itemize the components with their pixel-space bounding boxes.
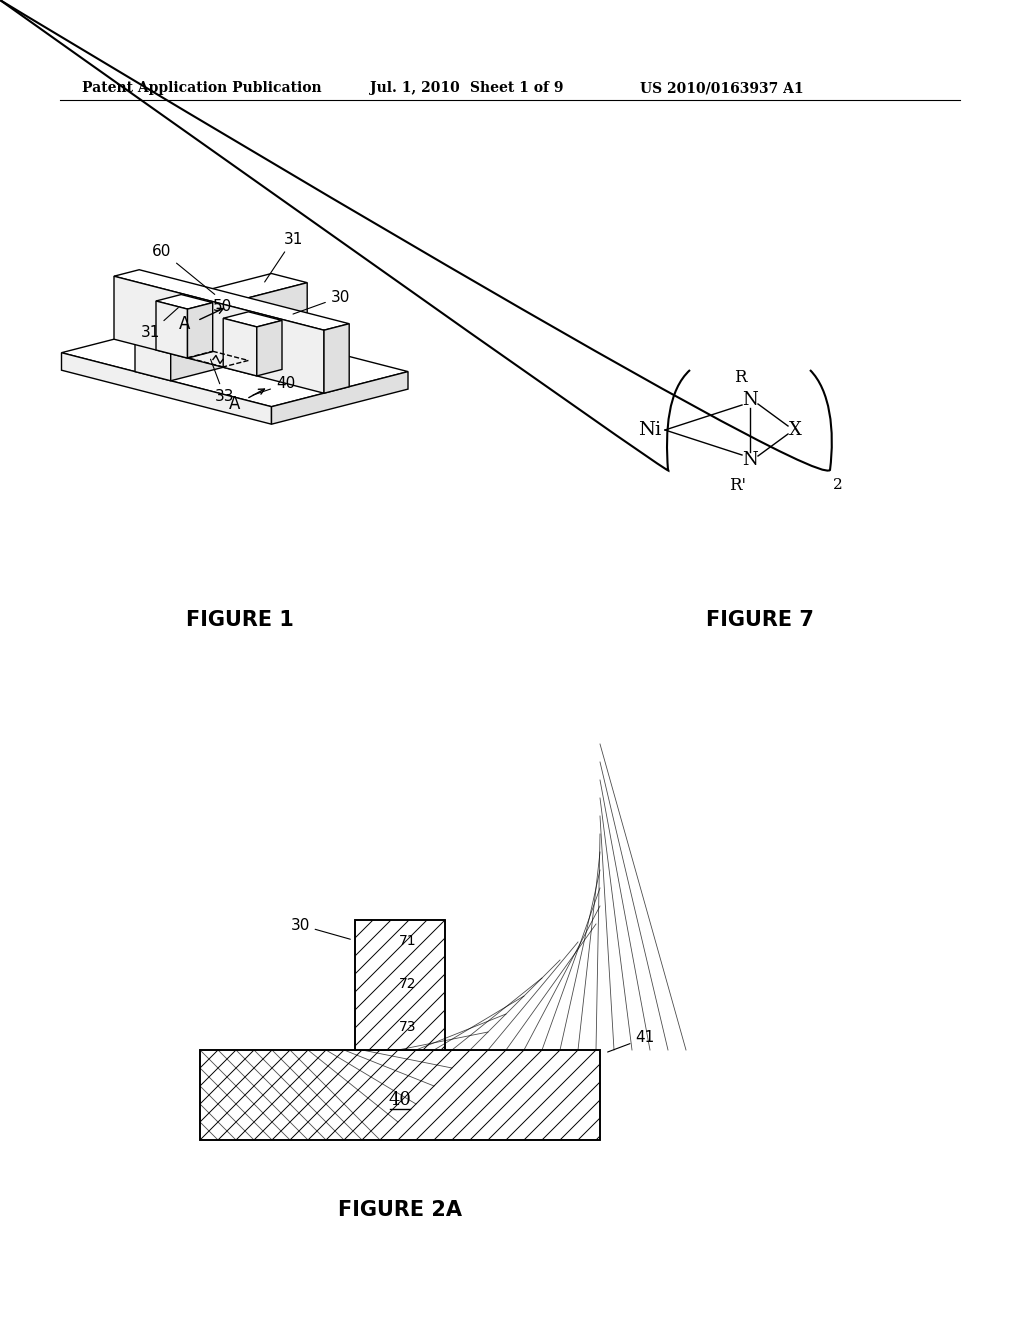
Text: 60: 60 <box>153 244 215 294</box>
Polygon shape <box>135 309 171 380</box>
Polygon shape <box>257 321 282 376</box>
Text: R: R <box>734 370 746 387</box>
Text: 40: 40 <box>253 376 295 395</box>
Text: FIGURE 2A: FIGURE 2A <box>338 1200 462 1220</box>
Text: 31: 31 <box>264 232 303 282</box>
Polygon shape <box>61 318 408 407</box>
Text: Jul. 1, 2010: Jul. 1, 2010 <box>370 81 460 95</box>
Polygon shape <box>156 294 213 309</box>
Polygon shape <box>114 276 324 393</box>
Polygon shape <box>187 302 213 358</box>
Bar <box>200 1049 600 1140</box>
Text: 33: 33 <box>211 359 234 404</box>
Bar <box>355 920 445 1049</box>
Text: 40: 40 <box>388 1092 412 1109</box>
Bar <box>355 920 445 1049</box>
Text: Sheet 1 of 9: Sheet 1 of 9 <box>470 81 563 95</box>
Text: 50: 50 <box>213 298 232 314</box>
Polygon shape <box>223 318 257 376</box>
Text: FIGURE 1: FIGURE 1 <box>186 610 294 630</box>
Text: A: A <box>228 395 240 413</box>
Bar <box>200 1049 600 1140</box>
Text: N: N <box>742 391 758 409</box>
Text: 30: 30 <box>291 917 350 940</box>
Polygon shape <box>223 312 282 327</box>
Text: Ni: Ni <box>638 421 662 440</box>
Text: 72: 72 <box>399 977 417 991</box>
Polygon shape <box>271 372 408 424</box>
Text: 31: 31 <box>140 308 178 341</box>
Polygon shape <box>135 273 307 318</box>
Text: N: N <box>742 451 758 469</box>
Text: 71: 71 <box>399 935 417 948</box>
Text: 2: 2 <box>834 478 843 492</box>
Text: US 2010/0163937 A1: US 2010/0163937 A1 <box>640 81 804 95</box>
Text: 41: 41 <box>607 1031 654 1052</box>
Polygon shape <box>171 282 307 380</box>
Polygon shape <box>114 269 349 330</box>
Text: Patent Application Publication: Patent Application Publication <box>82 81 322 95</box>
Polygon shape <box>61 352 271 424</box>
Text: X: X <box>788 421 802 440</box>
Polygon shape <box>324 323 349 393</box>
Text: 30: 30 <box>293 289 350 314</box>
Text: 73: 73 <box>399 1020 417 1034</box>
Text: FIGURE 7: FIGURE 7 <box>707 610 814 630</box>
Text: A: A <box>178 314 189 333</box>
Polygon shape <box>156 301 187 358</box>
Text: R': R' <box>729 477 746 494</box>
